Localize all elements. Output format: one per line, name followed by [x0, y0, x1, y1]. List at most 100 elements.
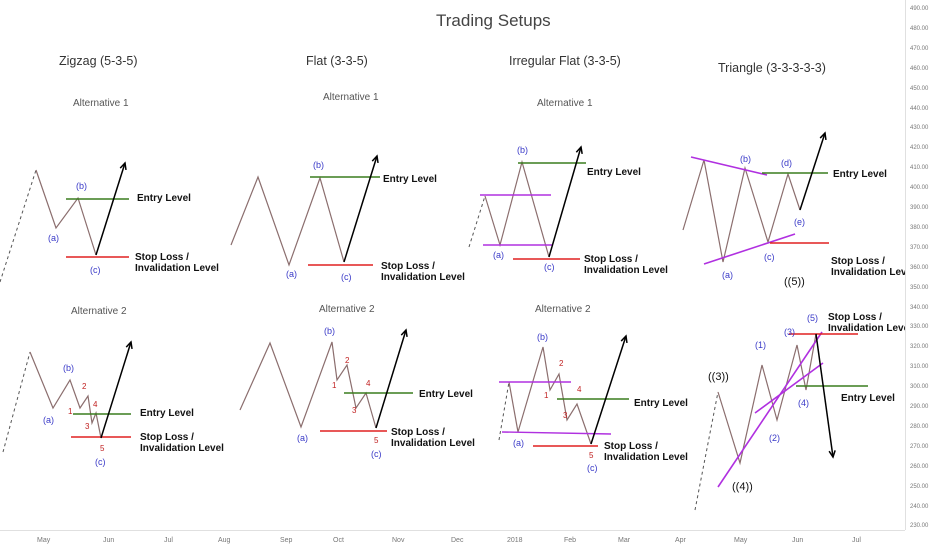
time-axis: May Jun Jul Aug Sep Oct Nov Dec 2018 Feb Mar Apr May…	[0, 530, 905, 551]
tri-label-d: (d)	[781, 158, 792, 168]
tri2-label-5: (5)	[807, 313, 818, 323]
y-tick-label: 470.00	[910, 45, 929, 52]
x-tick-label: Feb	[564, 537, 577, 544]
zigzag-heading: Zigzag (5-3-5)	[59, 54, 138, 68]
tri2-label-4: (4)	[798, 398, 809, 408]
irr2-lower-trendline	[501, 431, 612, 435]
zz2-dashed-leadin	[2, 351, 31, 453]
flat2-label-b: (b)	[324, 326, 335, 336]
tri-label-wave5: ((5))	[784, 276, 805, 288]
irr2-entry-label: Entry Level	[634, 398, 688, 409]
flat1-label-c: (c)	[341, 272, 352, 282]
y-tick-label: 340.00	[910, 304, 929, 311]
y-tick-label: 310.00	[910, 364, 929, 371]
y-tick-label: 460.00	[910, 65, 929, 72]
zz2-label-a: (a)	[43, 415, 54, 425]
x-tick-label: Nov	[392, 537, 405, 544]
irregular-alt1-label: Alternative 1	[537, 98, 593, 109]
irr2-stop-label: Stop Loss / Invalidation Level	[604, 441, 688, 463]
x-tick-label: Sep	[280, 537, 293, 544]
irr1-dashed-leadin	[468, 195, 486, 248]
irregular-alt2-label: Alternative 2	[535, 304, 591, 315]
y-tick-label: 230.00	[910, 523, 929, 530]
x-tick-label: Mar	[618, 537, 631, 544]
chart-title: Trading Setups	[436, 11, 551, 30]
irr2-dashed-leadin	[498, 381, 510, 441]
irregular-flat-heading: Irregular Flat (3-3-5)	[509, 54, 621, 68]
y-tick-label: 300.00	[910, 384, 929, 391]
irr2-price-path	[508, 346, 592, 445]
irr2-label-4: 4	[577, 385, 582, 394]
x-tick-label: Apr	[675, 537, 686, 544]
irr2-label-2: 2	[559, 359, 564, 368]
zz2-label-1: 1	[68, 407, 73, 416]
tri-label-e: (e)	[794, 217, 805, 227]
tri2-label-wave3: ((3))	[708, 371, 729, 383]
x-tick-label: 2018	[507, 537, 523, 544]
tri2-projection-arrow-head	[828, 450, 836, 459]
y-tick-label: 370.00	[910, 244, 929, 251]
zz2-label-b: (b)	[63, 363, 74, 373]
x-tick-label: Jun	[792, 537, 804, 544]
flat2-label-4: 4	[366, 379, 371, 388]
tri-entry-label: Entry Level	[833, 169, 887, 180]
tri2-label-3: (3)	[784, 327, 795, 337]
y-tick-label: 290.00	[910, 404, 929, 410]
flat2-label-a: (a)	[297, 433, 308, 443]
irr2-label-c: (c)	[587, 463, 598, 473]
irr1-price-path	[484, 159, 550, 258]
flat2-label-5: 5	[374, 436, 379, 445]
flat2-label-1: 1	[332, 381, 337, 390]
y-tick-label: 420.00	[910, 145, 929, 152]
flat1-stop-label: Stop Loss / Invalidation Level	[381, 261, 465, 283]
tri-projection-arrow	[799, 132, 826, 211]
irr2-label-b: (b)	[537, 332, 548, 342]
irr2-label-5: 5	[589, 451, 594, 460]
flat2-stop-label: Stop Loss / Invalidation Level	[391, 427, 475, 449]
tri-projection-arrow-head	[819, 131, 827, 141]
x-tick-label: Dec	[451, 537, 464, 544]
price-axis: 490.00 480.00 470.00 460.00 450.00 440.00 430.…	[905, 0, 932, 530]
flat1-price-path	[230, 175, 345, 267]
irr1-label-c: (c)	[544, 262, 555, 272]
flat2-projection-arrow-head	[400, 328, 408, 338]
irr1-label-a: (a)	[493, 250, 504, 260]
y-tick-label: 360.00	[910, 264, 929, 271]
flat-alt1-label: Alternative 1	[323, 92, 379, 103]
flat1-entry-label: Entry Level	[383, 174, 437, 185]
flat-alt2-label: Alternative 2	[319, 304, 375, 315]
tri2-lower-channel	[717, 331, 823, 488]
y-tick-label: 260.00	[910, 463, 929, 470]
tri2-label-1: (1)	[755, 340, 766, 350]
flat1-label-b: (b)	[313, 160, 324, 170]
irr1-stop-label: Stop Loss / Invalidation Level	[584, 254, 668, 276]
flat2-label-c: (c)	[371, 449, 382, 459]
zigzag-alt1-label: Alternative 1	[73, 98, 129, 109]
x-tick-label: Jun	[103, 537, 115, 544]
tri2-label-wave4: ((4))	[732, 481, 753, 493]
irr2-label-a: (a)	[513, 438, 524, 448]
zz1-stop-label: Stop Loss / Invalidation Level	[135, 252, 219, 274]
tri2-dashed-leadin	[694, 391, 719, 511]
flat2-projection-arrow	[375, 329, 407, 429]
x-tick-label: Oct	[333, 537, 344, 544]
y-tick-label: 320.00	[910, 344, 929, 351]
tri2-upper-channel	[754, 362, 824, 414]
y-tick-label: 280.00	[910, 423, 929, 430]
y-tick-label: 350.00	[910, 284, 929, 291]
zz2-stop-label: Stop Loss / Invalidation Level	[140, 432, 224, 454]
y-tick-label: 400.00	[910, 185, 929, 192]
zz2-entry-label: Entry Level	[140, 408, 194, 419]
zz2-label-c: (c)	[95, 457, 106, 467]
y-tick-label: 480.00	[910, 25, 929, 32]
x-tick-label: May	[37, 537, 51, 544]
zz1-entry-label: Entry Level	[137, 193, 191, 204]
y-tick-label: 410.00	[910, 165, 929, 172]
tri-price-path	[682, 159, 801, 263]
tri2-stop-label: Stop Loss / Invalidation Level	[828, 312, 912, 334]
flat1-projection-arrow	[343, 155, 378, 263]
tri2-price-path	[717, 333, 817, 466]
zz2-label-3: 3	[85, 422, 90, 431]
y-tick-label: 450.00	[910, 85, 929, 92]
